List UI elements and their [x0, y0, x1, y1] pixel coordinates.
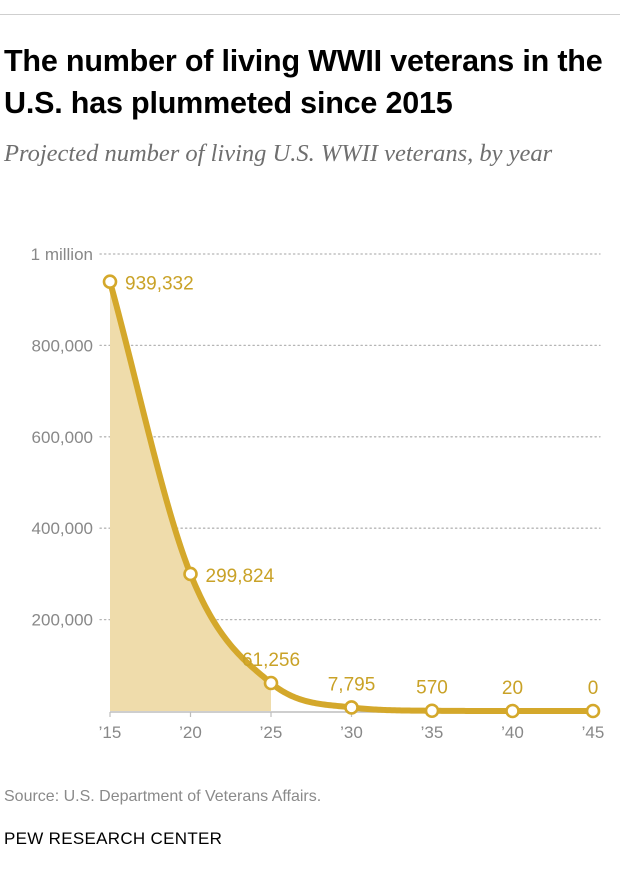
line-chart: 200,000 400,000 600,000 800,000 1 million ’1… — [31, 245, 605, 742]
axes: ’15 ’20 ’25 ’30 ’35 ’40 ’45 — [99, 711, 605, 742]
top-rule — [0, 14, 620, 15]
data-point — [505, 703, 520, 719]
chart-title: The number of living WWII veterans in th… — [4, 44, 603, 120]
source-note: Source: U.S. Department of Veterans Affa… — [4, 788, 322, 805]
brand-logo-text: PEW RESEARCH CENTER — [4, 829, 223, 848]
data-label: 7,795 — [328, 674, 376, 695]
data-label: 0 — [588, 678, 599, 699]
data-point — [424, 703, 440, 719]
y-tick-label: 600,000 — [32, 428, 93, 447]
y-tick-label: 200,000 — [32, 611, 93, 630]
data-point — [263, 675, 279, 691]
data-label: 299,824 — [206, 566, 275, 587]
data-point — [102, 274, 118, 290]
x-tick-label: ’20 — [179, 723, 202, 742]
data-label: 61,256 — [242, 650, 300, 671]
data-labels: 939,332 299,824 61,256 7,795 570 20 0 — [125, 274, 598, 699]
data-point — [183, 566, 198, 582]
x-tick-label: ’30 — [340, 723, 363, 742]
data-label: 570 — [416, 678, 448, 699]
x-tick-label: ’25 — [260, 723, 283, 742]
y-tick-label: 400,000 — [32, 519, 93, 538]
shaded-area — [110, 281, 271, 711]
x-tick-label: ’35 — [421, 723, 444, 742]
data-point — [344, 700, 359, 715]
data-label: 20 — [502, 678, 523, 699]
chart-subtitle: Projected number of living U.S. WWII vet… — [4, 140, 553, 167]
data-label: 939,332 — [125, 274, 194, 295]
data-point — [585, 703, 601, 719]
x-tick-label: ’15 — [99, 723, 122, 742]
gridlines: 200,000 400,000 600,000 800,000 1 million — [31, 245, 601, 630]
y-tick-label: 800,000 — [32, 336, 93, 355]
x-tick-label: ’45 — [582, 723, 605, 742]
y-tick-label: 1 million — [31, 245, 93, 264]
x-tick-label: ’40 — [501, 723, 524, 742]
data-points — [102, 274, 601, 719]
area-fill-layer — [110, 281, 271, 711]
